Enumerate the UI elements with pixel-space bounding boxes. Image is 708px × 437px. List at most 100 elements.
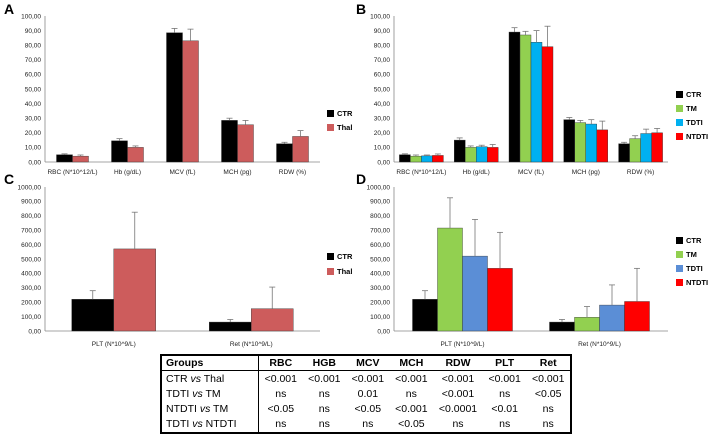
cell: <0.001: [351, 372, 385, 385]
bar-tdti: [585, 123, 597, 163]
y-tick-label: 200,00: [21, 300, 41, 307]
table-row: CTR vs Thal <0.001 <0.001 <0.001 <0.001 …: [162, 370, 570, 387]
cell: <0.0001: [438, 403, 478, 416]
bar-ctr: [111, 140, 128, 163]
header-groups: Groups: [162, 356, 259, 371]
chart-panel-C: 0,00 100,00 200,00 300,00 400,00 500,00 600,00…: [18, 184, 353, 348]
y-tick-label: 30,00: [25, 116, 42, 123]
vs-label: vs: [199, 403, 211, 416]
cell: ns: [452, 418, 464, 431]
y-tick-label: 800,00: [370, 213, 390, 220]
x-category-label: Hb (g/dL): [463, 169, 490, 176]
header-rbc: RBC: [258, 356, 303, 371]
chart-panel-A: 0,00 10,00 20,00 30,00 40,00 50,00 60,00 70,00 8…: [21, 13, 353, 176]
y-tick-label: 100,00: [370, 314, 390, 321]
header-mch: MCH: [389, 356, 434, 371]
legend-label-ctr: CTR: [686, 90, 702, 99]
row-group: TDTI vs TM: [162, 386, 259, 402]
bar-tdti: [530, 42, 543, 163]
legend-swatch-ctr: [676, 237, 683, 244]
y-tick-label: 700,00: [21, 228, 41, 235]
bar-ctr: [412, 299, 438, 332]
cell: ns: [275, 387, 287, 400]
bar-thal: [182, 40, 199, 163]
y-tick-label: 1000,00: [367, 184, 391, 191]
header-plt: PLT: [482, 356, 527, 371]
y-tick-label: 70,00: [374, 57, 391, 64]
panel-label-B: B: [356, 1, 366, 17]
legend-label-ctr: CTR: [337, 252, 353, 261]
bar-thal: [237, 124, 254, 163]
legend-label-thal: Thal: [337, 123, 352, 132]
group-b: Thal: [201, 372, 225, 385]
header-mcv: MCV: [346, 356, 390, 371]
bar-thal: [127, 147, 144, 163]
legend-label-ntdti: NTDTI: [686, 278, 708, 287]
vs-label: vs: [190, 372, 202, 385]
bar-ntdti: [596, 129, 608, 163]
bar-tdti: [421, 155, 433, 163]
row-group: NTDTI vs TM: [162, 401, 259, 417]
table-row: NTDTI vs TM <0.05 ns <0.05 <0.001 <0.000…: [162, 401, 570, 417]
cell: ns: [318, 403, 330, 416]
bar-thal: [72, 155, 89, 163]
bar-ctr: [71, 299, 114, 332]
cell: ns: [499, 418, 511, 431]
row-group: CTR vs Thal: [162, 370, 259, 387]
y-tick-label: 0,00: [377, 159, 390, 166]
panel-label-A: A: [4, 1, 14, 17]
cell: ns: [499, 387, 511, 400]
y-tick-label: 100,00: [370, 13, 390, 20]
bar-ctr: [618, 143, 630, 163]
x-category-label: Ret (N*10^9/L): [230, 341, 273, 348]
y-tick-label: 500,00: [370, 256, 390, 263]
x-category-label: MCH (pg): [572, 169, 600, 176]
cell: <0.05: [354, 403, 382, 416]
legend-label-thal: Thal: [337, 267, 352, 276]
y-tick-label: 300,00: [21, 285, 41, 292]
cell: <0.001: [264, 372, 297, 385]
chart-area: 0,00 10,00 20,00 30,00 40,00 50,00 60,00 70,00 8…: [18, 13, 708, 348]
group-a: CTR: [166, 372, 191, 385]
bar-thal: [251, 308, 294, 332]
y-tick-label: 700,00: [370, 228, 390, 235]
y-tick-label: 50,00: [374, 86, 391, 93]
y-tick-label: 10,00: [25, 145, 42, 152]
legend-label-tdti: TDTI: [686, 118, 703, 127]
legend-swatch-ctr: [327, 253, 334, 260]
y-tick-label: 600,00: [21, 242, 41, 249]
cell: <0.01: [491, 403, 518, 416]
x-category-label: MCV (fL): [518, 169, 544, 176]
y-tick-label: 0,00: [377, 328, 390, 335]
y-tick-label: 1000,00: [18, 184, 42, 191]
legend-label-tm: TM: [686, 104, 697, 113]
bar-tm: [465, 147, 477, 163]
y-tick-label: 60,00: [25, 72, 42, 79]
bar-ntdti: [541, 46, 554, 163]
bar-ctr: [549, 321, 575, 332]
bar-ctr: [454, 139, 466, 163]
chart-panel-D: 0,00 100,00 200,00 300,00 400,00 500,00 600,00…: [367, 184, 708, 348]
bar-ntdti: [624, 301, 650, 332]
cell: ns: [318, 387, 330, 400]
bar-tm: [410, 155, 422, 163]
bar-ctr: [563, 119, 575, 163]
legend-swatch-ntdti: [676, 279, 683, 286]
bar-thal: [292, 136, 309, 163]
cell: <0.001: [395, 372, 428, 385]
cell: <0.05: [534, 387, 562, 400]
y-tick-label: 300,00: [370, 285, 390, 292]
bar-ctr: [221, 120, 238, 163]
cell: ns: [318, 418, 330, 431]
y-tick-label: 20,00: [374, 130, 391, 137]
x-category-label: RBC (N*10^12/L): [47, 169, 97, 176]
bar-ntdti: [651, 132, 663, 163]
cell: ns: [275, 418, 287, 431]
y-tick-label: 200,00: [370, 300, 390, 307]
x-category-label: MCH (pg): [223, 169, 251, 176]
legend-swatch-thal: [327, 268, 334, 275]
figure-panels: A B C D 0,00 10,00 20,00 30,00 40,00 50,00 60,…: [4, 1, 708, 348]
legend-label-ctr: CTR: [337, 109, 353, 118]
y-tick-label: 10,00: [374, 145, 391, 152]
cell: ns: [542, 418, 554, 431]
